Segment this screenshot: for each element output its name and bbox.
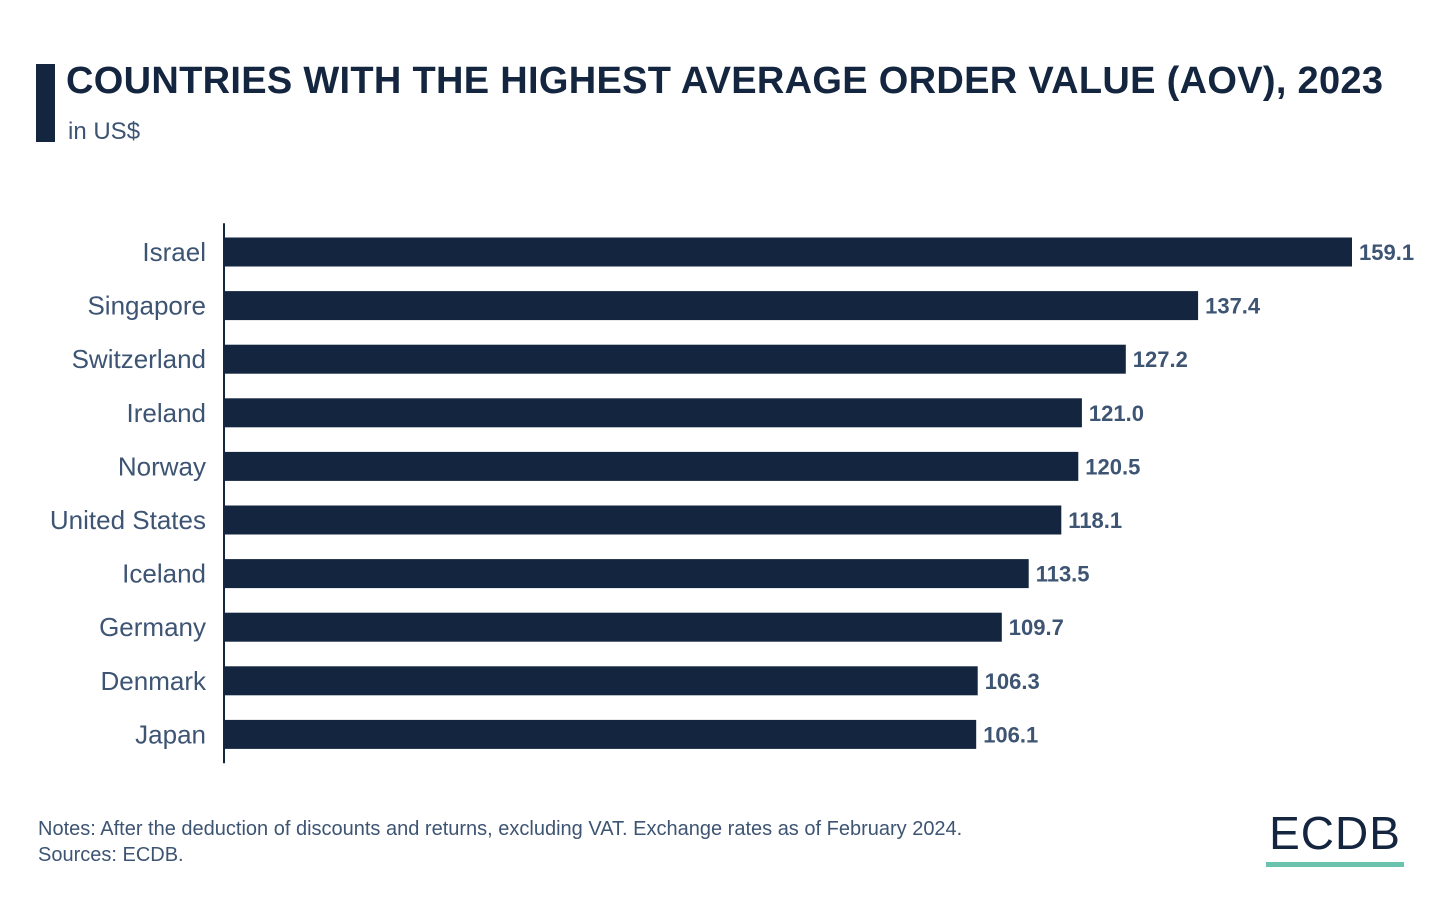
logo-underline xyxy=(1266,862,1404,867)
value-label: 121.0 xyxy=(1089,401,1144,426)
bar-israel xyxy=(224,237,1352,267)
category-label: Israel xyxy=(142,237,206,267)
footer-notes: Notes: After the deduction of discounts … xyxy=(38,816,962,868)
value-label: 113.5 xyxy=(1036,562,1090,587)
ecdb-logo: ECDB xyxy=(1266,808,1404,867)
category-label: Japan xyxy=(135,719,206,749)
value-label: 159.1 xyxy=(1359,240,1414,265)
value-label: 120.5 xyxy=(1085,454,1140,479)
bar-switzerland xyxy=(224,344,1126,374)
category-label: Norway xyxy=(118,451,206,481)
value-label: 127.2 xyxy=(1133,347,1188,372)
bar-ireland xyxy=(224,398,1082,428)
category-label: United States xyxy=(50,505,206,535)
title-accent-bar xyxy=(36,64,55,142)
category-label: Switzerland xyxy=(72,344,206,374)
value-label: 106.3 xyxy=(985,669,1040,694)
category-label: Iceland xyxy=(122,559,206,589)
value-label: 109.7 xyxy=(1009,615,1064,640)
bar-united-states xyxy=(224,505,1062,535)
chart-title: COUNTRIES WITH THE HIGHEST AVERAGE ORDER… xyxy=(66,60,1384,102)
chart-subtitle: in US$ xyxy=(68,118,141,145)
value-label: 106.1 xyxy=(983,722,1038,747)
value-label: 137.4 xyxy=(1205,294,1261,319)
category-label: Denmark xyxy=(101,666,207,696)
category-label: Singapore xyxy=(87,291,206,321)
bar-norway xyxy=(224,451,1079,481)
bar-japan xyxy=(224,719,977,749)
category-label: Ireland xyxy=(127,398,207,428)
notes-text: Notes: After the deduction of discounts … xyxy=(38,818,963,840)
value-label: 118.1 xyxy=(1068,508,1122,533)
logo-text: ECDB xyxy=(1269,807,1401,859)
bars-group: Israel 159.1 Singapore 137.4 Switzerland 127.… xyxy=(50,237,1414,749)
bar-singapore xyxy=(224,291,1199,321)
bar-iceland xyxy=(224,559,1029,589)
bar-germany xyxy=(224,612,1002,642)
sources-text: Sources: ECDB. xyxy=(38,844,184,866)
bar-denmark xyxy=(224,666,978,696)
category-label: Germany xyxy=(99,612,206,642)
